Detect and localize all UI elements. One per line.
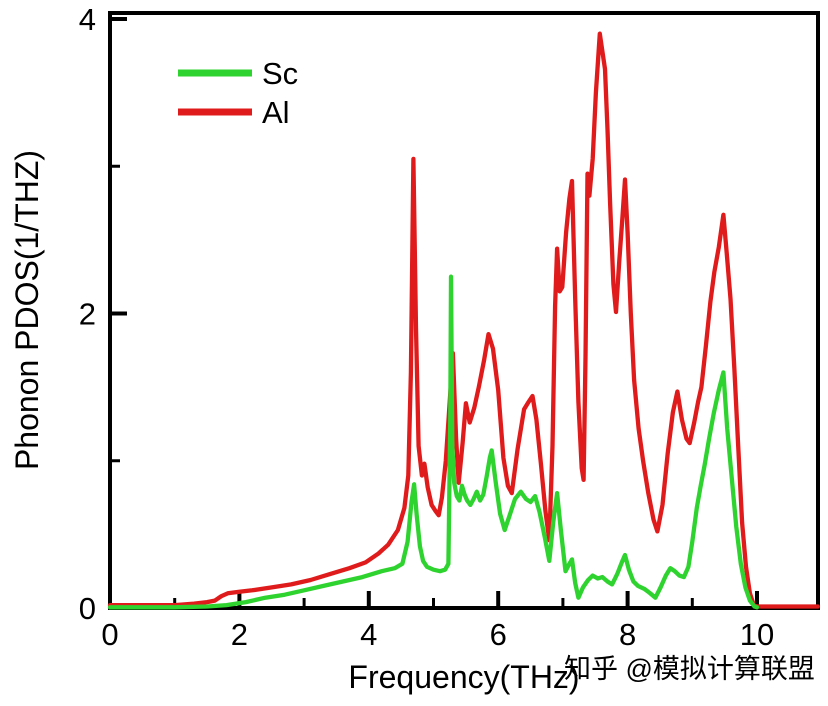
data-curves [107,31,820,610]
watermark: 知乎 @模拟计算联盟 [564,654,815,684]
y-tick-label: 4 [79,2,96,37]
al-curve [107,31,820,609]
axis-tick-labels: 0 2 4 6 8 10 0 2 4 [79,2,774,652]
y-axis-title: Phonon PDOS(1/THZ) [9,150,45,470]
legend-label-sc: Sc [262,56,298,91]
y-tick-label: 2 [79,297,96,332]
legend-label-al: Al [262,95,290,130]
x-tick-label: 8 [619,617,636,652]
x-tick-label: 4 [360,617,377,652]
x-tick-label: 10 [740,617,774,652]
y-tick-label: 0 [79,591,96,626]
x-tick-label: 6 [490,617,507,652]
legend: Sc Al [178,56,298,130]
x-tick-label: 0 [101,617,118,652]
x-axis-title: Frequency(THz) [348,659,579,695]
plot-frame [108,11,820,610]
x-tick-label: 2 [231,617,248,652]
sc-curve [107,274,760,610]
